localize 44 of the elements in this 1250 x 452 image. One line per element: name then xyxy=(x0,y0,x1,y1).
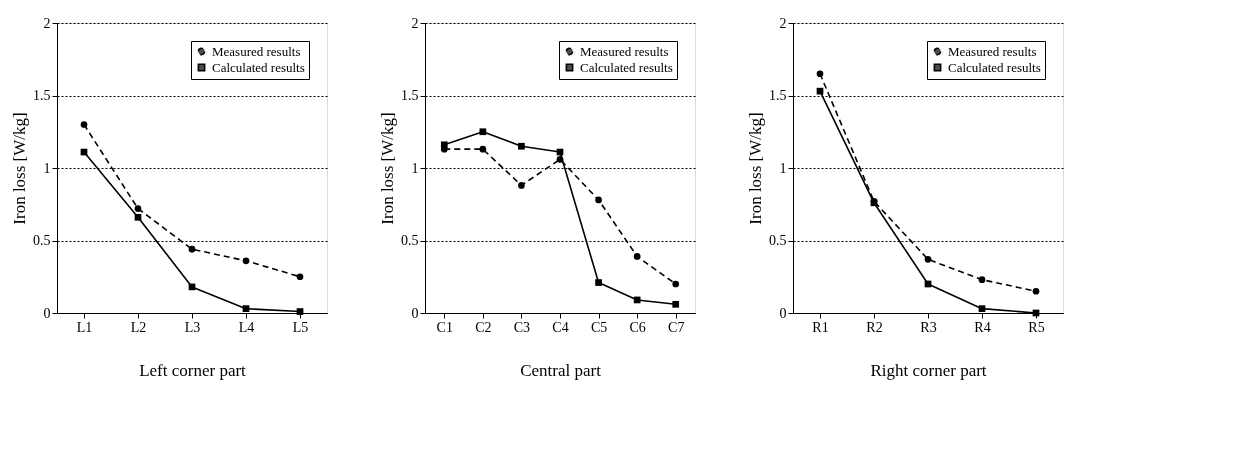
legend-label: Calculated results xyxy=(948,59,1041,75)
x-tick-label: L3 xyxy=(184,319,201,335)
y-axis-title: Iron loss [W/kg] xyxy=(378,112,397,225)
y-tick-label: 1 xyxy=(43,160,51,176)
x-tick-label: R2 xyxy=(866,319,883,335)
legend-label: Calculated results xyxy=(212,59,305,75)
x-tick-label: R5 xyxy=(1028,319,1045,335)
x-axis-title: Left corner part xyxy=(139,360,247,380)
y-tick-label: 1.5 xyxy=(769,88,787,103)
x-tick-label: C4 xyxy=(552,319,569,335)
x-tick-label: C2 xyxy=(475,319,492,335)
y-tick-label: 2 xyxy=(43,15,51,31)
x-tick-label: C7 xyxy=(668,319,685,335)
y-tick-label: 0 xyxy=(43,305,51,321)
y-tick-label: 1 xyxy=(779,160,787,176)
x-tick-label: C1 xyxy=(436,319,453,335)
y-tick-label: 1 xyxy=(411,160,419,176)
y-tick-label: 0 xyxy=(779,305,787,321)
legend-label: Measured results xyxy=(948,43,1037,59)
legend-label: Measured results xyxy=(580,43,669,59)
legend-label: Calculated results xyxy=(580,59,673,75)
legend-label: Measured results xyxy=(212,43,301,59)
y-tick-label: 0 xyxy=(411,305,419,321)
x-tick-label: L5 xyxy=(292,319,309,335)
x-tick-label: C3 xyxy=(513,319,531,335)
y-tick-label: 2 xyxy=(411,15,419,31)
x-axis-title: Central part xyxy=(520,360,602,380)
x-tick-label: R1 xyxy=(812,319,829,335)
x-tick-label: C6 xyxy=(629,319,646,335)
x-tick-label: C5 xyxy=(590,319,608,335)
x-tick-label: L4 xyxy=(238,319,255,335)
x-tick-label: R4 xyxy=(974,319,991,335)
y-tick-label: 0.5 xyxy=(769,233,787,248)
x-tick-label: L2 xyxy=(130,319,147,335)
x-tick-label: L1 xyxy=(76,319,93,335)
y-tick-label: 0.5 xyxy=(33,233,51,248)
x-tick-label: R3 xyxy=(920,319,937,335)
y-tick-label: 0.5 xyxy=(401,233,419,248)
y-tick-label: 1.5 xyxy=(33,88,51,103)
y-tick-label: 1.5 xyxy=(401,88,419,103)
x-axis-title: Right corner part xyxy=(870,360,987,380)
y-tick-label: 2 xyxy=(779,15,787,31)
y-axis-title: Iron loss [W/kg] xyxy=(10,112,29,225)
y-axis-title: Iron loss [W/kg] xyxy=(746,112,765,225)
